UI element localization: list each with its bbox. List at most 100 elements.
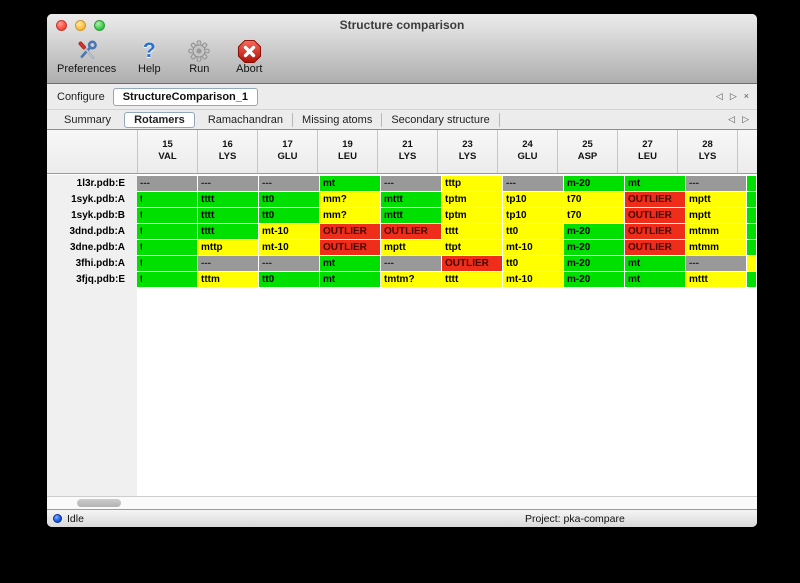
- rotamer-cell[interactable]: ---: [381, 176, 441, 191]
- row-label[interactable]: 1syk.pdb:A: [71, 194, 125, 205]
- rotamer-cell[interactable]: ---: [259, 256, 319, 271]
- next-tab-icon[interactable]: ▷: [742, 114, 749, 124]
- rotamer-cell[interactable]: t: [137, 256, 197, 271]
- rotamer-cell[interactable]: tttp: [442, 176, 502, 191]
- rotamer-cell[interactable]: OUTLIER: [381, 224, 441, 239]
- rotamer-cell[interactable]: tt0: [259, 208, 319, 223]
- rotamer-cell[interactable]: t: [137, 240, 197, 255]
- rotamer-cell[interactable]: OUTLIER: [320, 224, 380, 239]
- rotamer-cell[interactable]: OUTLIER: [442, 256, 502, 271]
- rotamer-cell[interactable]: t: [137, 192, 197, 207]
- rotamer-cell[interactable]: mptt: [686, 208, 746, 223]
- rotamer-cell[interactable]: mttp: [198, 240, 258, 255]
- rotamer-cell[interactable]: mt-10: [259, 224, 319, 239]
- column-header-17[interactable]: 17 GLU: [257, 130, 317, 173]
- tab-rotamers[interactable]: Rotamers: [124, 111, 195, 128]
- column-header-16[interactable]: 16 LYS: [197, 130, 257, 173]
- row-label[interactable]: 3dnd.pdb:A: [69, 226, 125, 237]
- rotamer-cell[interactable]: mt-10: [503, 272, 563, 287]
- column-header-27[interactable]: 27 LEU: [617, 130, 677, 173]
- rotamer-cell[interactable]: ---: [686, 256, 746, 271]
- rotamer-cell[interactable]: tt0: [259, 192, 319, 207]
- column-header-21[interactable]: 21 LYS: [377, 130, 437, 173]
- column-header-23[interactable]: 23 LYS: [437, 130, 497, 173]
- rotamer-cell[interactable]: t70: [564, 208, 624, 223]
- rotamer-cell[interactable]: OUTLIER: [625, 224, 685, 239]
- tab-ramachandran[interactable]: Ramachandran: [199, 112, 294, 127]
- rotamer-cell[interactable]: mt: [625, 176, 685, 191]
- rotamer-cell[interactable]: mttt: [381, 208, 441, 223]
- rotamer-cell[interactable]: t: [137, 208, 197, 223]
- rotamer-cell[interactable]: mt: [625, 272, 685, 287]
- rotamer-cell[interactable]: mm?: [320, 208, 380, 223]
- rotamer-cell[interactable]: OUTLIER: [625, 192, 685, 207]
- run-button[interactable]: Run: [182, 38, 216, 75]
- help-button[interactable]: ? Help: [132, 38, 166, 75]
- rotamer-cell[interactable]: m-20: [564, 224, 624, 239]
- row-label[interactable]: 3fhi.pdb:A: [75, 258, 125, 269]
- rotamer-cell[interactable]: mm?: [320, 192, 380, 207]
- rotamer-cell[interactable]: m-20: [564, 272, 624, 287]
- prev-configuration-icon[interactable]: ◁: [715, 91, 723, 101]
- rotamer-cell[interactable]: mt-10: [503, 240, 563, 255]
- row-label[interactable]: 1syk.pdb:B: [71, 210, 125, 221]
- minimize-window-button[interactable]: [75, 20, 86, 31]
- rotamer-cell[interactable]: tt0: [259, 272, 319, 287]
- tab-summary[interactable]: Summary: [64, 113, 112, 126]
- rotamer-cell[interactable]: tptm: [442, 192, 502, 207]
- rotamer-cell[interactable]: ---: [198, 256, 258, 271]
- rotamer-cell[interactable]: tptm: [442, 208, 502, 223]
- rotamer-cell[interactable]: mttt: [686, 272, 746, 287]
- horizontal-scrollbar[interactable]: [47, 496, 757, 509]
- rotamer-cell[interactable]: mt: [625, 256, 685, 271]
- next-configuration-icon[interactable]: ▷: [729, 91, 737, 101]
- row-label[interactable]: 1l3r.pdb:E: [76, 178, 125, 189]
- preferences-button[interactable]: Preferences: [57, 38, 116, 75]
- column-header-28[interactable]: 28 LYS: [677, 130, 737, 173]
- rotamer-cell[interactable]: t70: [564, 192, 624, 207]
- rotamer-cell[interactable]: tttm: [198, 272, 258, 287]
- rotamer-cell[interactable]: mt-10: [259, 240, 319, 255]
- column-header-15[interactable]: 15 VAL: [137, 130, 197, 173]
- title-bar[interactable]: Structure comparison: [47, 14, 757, 36]
- rotamer-cell[interactable]: tttt: [442, 224, 502, 239]
- rotamer-cell[interactable]: OUTLIER: [625, 208, 685, 223]
- rotamer-cell[interactable]: m-20: [564, 256, 624, 271]
- rotamer-cell[interactable]: mptt: [381, 240, 441, 255]
- rotamer-cell[interactable]: m-20: [564, 240, 624, 255]
- rotamer-cell[interactable]: tttt: [442, 272, 502, 287]
- rotamer-cell[interactable]: OUTLIER: [625, 240, 685, 255]
- rotamer-cell[interactable]: m-20: [564, 176, 624, 191]
- rotamer-cell[interactable]: mptt: [686, 192, 746, 207]
- rotamer-cell[interactable]: mt: [320, 256, 380, 271]
- rotamer-cell[interactable]: ---: [137, 176, 197, 191]
- rotamer-cell[interactable]: ---: [198, 176, 258, 191]
- rotamer-cell[interactable]: ---: [503, 176, 563, 191]
- rotamer-cell[interactable]: mt: [320, 272, 380, 287]
- rotamer-cell[interactable]: ttpt: [442, 240, 502, 255]
- tab-missing-atoms[interactable]: Missing atoms: [293, 112, 383, 127]
- row-label[interactable]: 3dne.pdb:A: [70, 242, 125, 253]
- rotamer-cell[interactable]: tttt: [198, 208, 258, 223]
- rotamer-cell[interactable]: tttt: [198, 224, 258, 239]
- abort-button[interactable]: Abort: [232, 38, 266, 75]
- column-header-24[interactable]: 24 GLU: [497, 130, 557, 173]
- rotamer-cell[interactable]: mtmm: [686, 224, 746, 239]
- configuration-selector[interactable]: StructureComparison_1: [112, 87, 259, 106]
- rotamer-cell[interactable]: ---: [259, 176, 319, 191]
- close-configuration-icon[interactable]: ×: [743, 91, 749, 101]
- column-header-25[interactable]: 25 ASP: [557, 130, 617, 173]
- rotamer-cell[interactable]: mt: [320, 176, 380, 191]
- rotamer-cell[interactable]: mtmm: [686, 240, 746, 255]
- rotamer-cell[interactable]: t: [137, 272, 197, 287]
- scrollbar-thumb[interactable]: [77, 499, 121, 507]
- tab-secondary-structure[interactable]: Secondary structure: [382, 112, 500, 127]
- close-window-button[interactable]: [56, 20, 67, 31]
- rotamer-cell[interactable]: ---: [686, 176, 746, 191]
- rotamer-cell[interactable]: t: [137, 224, 197, 239]
- rotamer-cell[interactable]: tttt: [198, 192, 258, 207]
- rotamer-cell[interactable]: OUTLIER: [320, 240, 380, 255]
- rotamer-cell[interactable]: ---: [381, 256, 441, 271]
- column-header-19[interactable]: 19 LEU: [317, 130, 377, 173]
- zoom-window-button[interactable]: [94, 20, 105, 31]
